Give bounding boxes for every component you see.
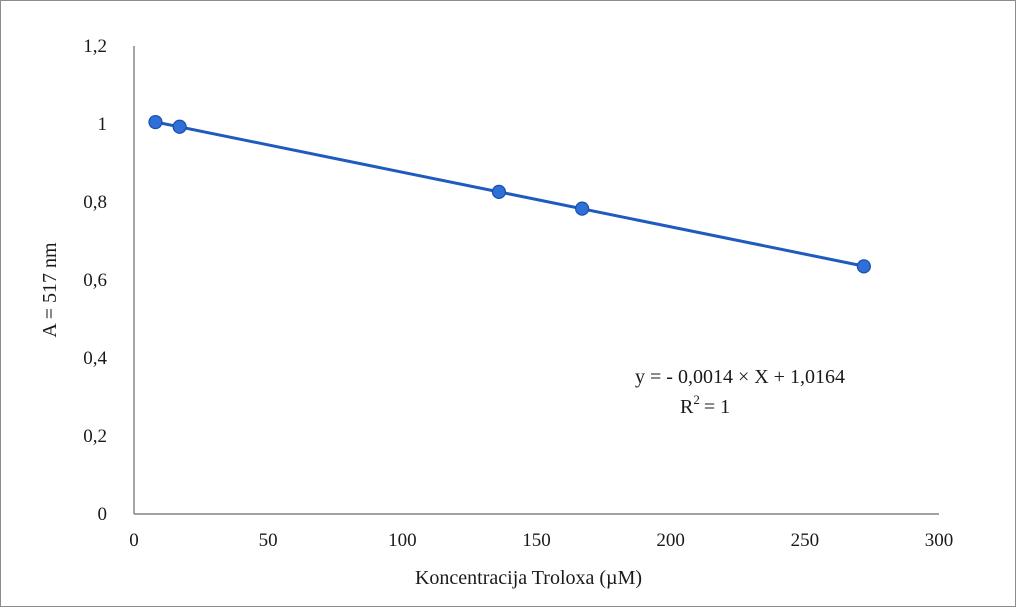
plot-area bbox=[148, 114, 871, 274]
data-point bbox=[148, 114, 163, 130]
data-point bbox=[856, 259, 871, 274]
x-axis-title: Koncentracija Troloxa (µM) bbox=[415, 567, 642, 589]
y-tick-label: 0,4 bbox=[83, 348, 107, 369]
y-tick-label: 0,8 bbox=[83, 192, 107, 213]
r-squared-label: R2 = 1 bbox=[680, 392, 730, 418]
x-tick-label: 0 bbox=[129, 530, 139, 551]
x-tick-label: 50 bbox=[259, 530, 278, 551]
data-point bbox=[575, 201, 590, 216]
y-tick-label: 1,2 bbox=[83, 36, 107, 57]
axes bbox=[133, 46, 939, 515]
trendline bbox=[153, 120, 866, 268]
x-tick-label: 250 bbox=[791, 530, 820, 551]
x-tick-label: 150 bbox=[522, 530, 551, 551]
y-tick-label: 0,6 bbox=[83, 270, 107, 291]
y-tick-label: 0,2 bbox=[83, 426, 107, 447]
r-squared-superscript: 2 bbox=[693, 392, 700, 407]
x-tick-label: 200 bbox=[656, 530, 685, 551]
trendline-equation: y = - 0,0014 × X + 1,0164 bbox=[635, 366, 845, 388]
x-tick-label: 100 bbox=[388, 530, 417, 551]
y-tick-label: 1 bbox=[98, 114, 108, 135]
data-point bbox=[172, 119, 187, 134]
x-tick-label: 300 bbox=[925, 530, 954, 551]
y-tick-label: 0 bbox=[98, 504, 108, 525]
r-squared-base: R bbox=[680, 396, 694, 418]
data-points bbox=[148, 114, 871, 274]
r-squared-value: = 1 bbox=[704, 396, 730, 418]
y-axis-title: A = 517 nm bbox=[39, 242, 61, 338]
x-tick-labels: 0 50 100 150 200 250 300 bbox=[129, 530, 953, 551]
y-tick-labels: 0 0,2 0,4 0,6 0,8 1 1,2 bbox=[83, 36, 107, 525]
data-point bbox=[491, 184, 507, 199]
